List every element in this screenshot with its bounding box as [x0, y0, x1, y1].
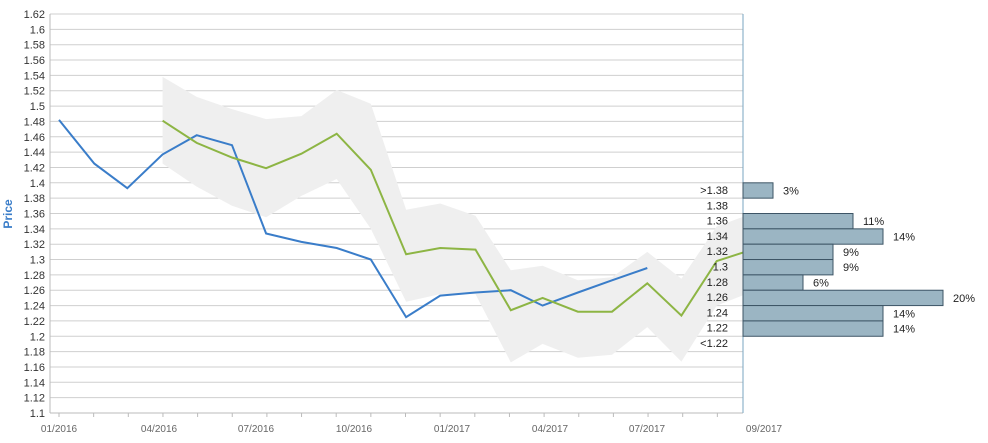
- y-tick-label: 1.36: [24, 209, 45, 221]
- series-lines: [58, 119, 787, 319]
- axes: 1.1 1.12 1.14 1.16 1.18 1.2 1.22 1.24 1.26 1.28 1.…: [24, 9, 783, 435]
- histogram-bin-label: 1.34: [707, 231, 728, 243]
- histogram-bin-label: 1.22: [707, 323, 728, 335]
- y-tick-label: 1.5: [30, 101, 45, 113]
- histogram-bin-label: 1.3: [713, 261, 728, 273]
- histogram-percent-label: 14%: [893, 308, 915, 320]
- histogram-percent-label: 20%: [953, 293, 975, 305]
- y-tick-label: 1.44: [24, 147, 45, 159]
- x-tick-label: 01/2017: [434, 424, 471, 435]
- histogram-bar: [742, 274, 804, 291]
- histogram-bar: [742, 182, 774, 199]
- y-tick-label: 1.56: [24, 55, 45, 67]
- histogram-bin-label: 1.28: [707, 277, 728, 289]
- histogram-bar: [742, 320, 884, 337]
- x-tick-label: 04/2017: [532, 424, 569, 435]
- y-tick-label: 1.14: [24, 377, 45, 389]
- y-tick-label: 1.22: [24, 316, 45, 328]
- histogram-percent-label: 3%: [783, 185, 799, 197]
- histogram-bin-label: >1.38: [700, 185, 728, 197]
- histogram-percent-label: 11%: [863, 216, 884, 228]
- y-tick-label: 1.18: [24, 347, 45, 359]
- y-tick-label: 1.46: [24, 132, 45, 144]
- histogram-bin-label: 1.24: [707, 307, 728, 319]
- histogram-percent-label: 6%: [813, 278, 829, 290]
- y-tick-label: 1.32: [24, 239, 45, 251]
- y-tick-label: 1.58: [24, 40, 45, 52]
- histogram-percent-label: 14%: [893, 232, 915, 244]
- y-tick-label: 1.54: [24, 70, 45, 82]
- y-tick-label: 1.52: [24, 86, 45, 98]
- histogram-bin-label: 1.38: [707, 200, 728, 212]
- histogram-bar: [742, 289, 944, 307]
- histogram: >1.38 3% 1.38 11% 1.36 14% 1.34 9% 1.32 9% 1.3 6% 1.…: [700, 182, 975, 350]
- x-tick-label: 10/2016: [336, 424, 373, 435]
- y-tick-label: 1.4: [30, 178, 45, 190]
- x-tick-label: 07/2017: [629, 424, 666, 435]
- series-line-1: [58, 119, 648, 319]
- y-tick-label: 1.6: [30, 24, 45, 36]
- series-line-2: [162, 119, 787, 318]
- histogram-bin-label: 1.26: [707, 292, 728, 304]
- histogram-bar: [742, 305, 884, 322]
- y-tick-label: 1.62: [24, 9, 45, 21]
- y-tick-label: 1.1: [30, 408, 45, 420]
- histogram-percent-label: 14%: [893, 324, 915, 336]
- y-tick-label: 1.2: [30, 331, 45, 343]
- y-tick-label: 1.28: [24, 270, 45, 282]
- histogram-bin-label: <1.22: [700, 338, 728, 350]
- histogram-percent-label: 9%: [843, 247, 859, 259]
- histogram-bar: [742, 259, 834, 276]
- y-axis-label: Price: [1, 199, 15, 229]
- y-tick-label: 1.48: [24, 116, 45, 128]
- band-area: [162, 76, 787, 363]
- y-tick-label: 1.42: [24, 162, 45, 174]
- x-tick-label: 01/2016: [41, 424, 78, 435]
- y-tick-label: 1.16: [24, 362, 45, 374]
- histogram-bar: [742, 243, 834, 261]
- forecast-band: [162, 76, 787, 363]
- y-tick-label: 1.38: [24, 193, 45, 205]
- x-tick-label: 04/2016: [141, 424, 178, 435]
- histogram-bin-label: 1.36: [707, 216, 728, 228]
- y-tick-label: 1.26: [24, 285, 45, 297]
- y-tick-label: 1.24: [24, 301, 45, 313]
- x-tick-label: 09/2017: [746, 424, 783, 435]
- y-tick-label: 1.12: [24, 393, 45, 405]
- histogram-bar: [742, 213, 854, 230]
- x-tick-label: 07/2016: [238, 424, 275, 435]
- histogram-bin-label: 1.32: [707, 246, 728, 258]
- histogram-percent-label: 9%: [843, 262, 859, 274]
- y-tick-label: 1.3: [30, 255, 45, 267]
- y-tick-label: 1.34: [24, 224, 45, 236]
- histogram-bar: [742, 228, 884, 245]
